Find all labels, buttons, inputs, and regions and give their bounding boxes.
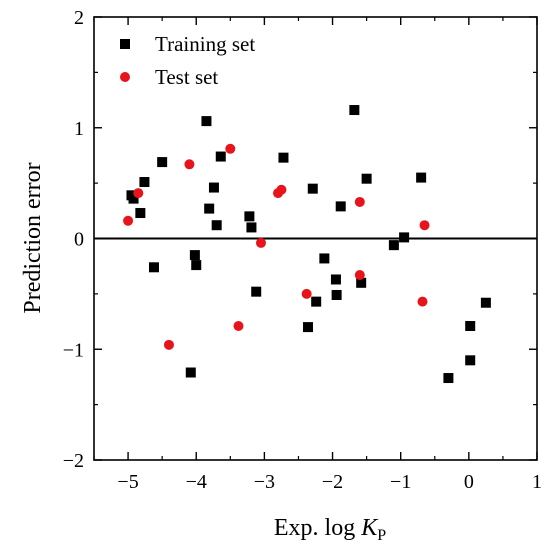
point-training-set <box>388 240 399 251</box>
point-test-set <box>255 237 266 248</box>
point-training-set <box>135 208 146 219</box>
point-training-set <box>480 297 491 308</box>
point-training-set <box>356 277 367 288</box>
point-training-set <box>330 274 341 285</box>
point-training-set <box>189 250 200 261</box>
point-training-set <box>139 177 150 188</box>
x-tick-label: −2 <box>322 471 343 493</box>
x-tick-label: 1 <box>532 471 542 493</box>
point-training-set <box>246 222 257 233</box>
x-tick-label: −1 <box>390 471 411 493</box>
point-training-set <box>443 373 454 384</box>
x-tick-label: −5 <box>117 471 138 493</box>
point-test-set <box>123 215 134 226</box>
point-training-set <box>128 193 139 204</box>
x-axis-label-subscript: P <box>377 527 386 544</box>
point-test-set <box>354 196 365 207</box>
point-training-set <box>416 172 427 183</box>
x-axis-label: Exp. log KP <box>274 515 386 544</box>
point-training-set <box>211 220 222 231</box>
tick-labels: −5 −4 −3 −2 −1 0 1 −2 −1 0 1 2 <box>63 7 542 493</box>
point-test-set <box>184 159 195 170</box>
y-tick-label: 0 <box>74 229 84 251</box>
y-tick-label: 1 <box>74 118 84 140</box>
legend-marker-training-set <box>120 39 130 49</box>
point-test-set <box>133 188 144 199</box>
point-test-set <box>301 288 312 299</box>
point-test-set <box>225 143 236 154</box>
point-training-set <box>215 151 226 162</box>
point-training-set <box>331 289 342 300</box>
x-axis-label-italic: K <box>360 515 379 541</box>
axis-ticks <box>93 16 538 461</box>
point-training-set <box>349 105 360 116</box>
point-test-set <box>417 296 428 307</box>
point-training-set <box>465 355 476 366</box>
point-training-set <box>311 296 322 307</box>
point-test-set <box>276 184 287 195</box>
point-test-set <box>163 339 174 350</box>
point-training-set <box>278 152 289 163</box>
legend-label-training-set: Training set <box>155 32 255 56</box>
point-training-set <box>251 286 262 297</box>
y-tick-label: 2 <box>74 7 84 29</box>
point-training-set <box>244 211 255 222</box>
legend-label-test-set: Test set <box>155 65 218 89</box>
point-training-set <box>335 201 346 212</box>
point-training-set <box>201 116 212 127</box>
y-axis-label: Prediction error <box>20 162 46 313</box>
data-points <box>123 105 491 384</box>
point-training-set <box>191 260 202 271</box>
point-training-set <box>185 367 196 378</box>
point-test-set <box>419 220 430 231</box>
point-training-set <box>307 183 318 194</box>
x-tick-label: −3 <box>254 471 275 493</box>
y-tick-label: −1 <box>63 339 84 361</box>
point-training-set <box>361 173 372 184</box>
legend: Training set Test set <box>120 32 255 89</box>
x-tick-label: −4 <box>186 471 207 493</box>
point-training-set <box>303 322 314 333</box>
legend-marker-test-set <box>120 72 130 82</box>
point-training-set <box>204 203 215 214</box>
point-training-set <box>465 320 476 331</box>
point-training-set <box>208 182 219 193</box>
point-test-set <box>233 320 244 331</box>
x-axis-label-prefix: Exp. log <box>274 515 361 541</box>
point-training-set <box>319 253 330 264</box>
point-training-set <box>148 262 159 273</box>
x-tick-label: 0 <box>464 471 474 493</box>
y-tick-label: −2 <box>63 450 84 472</box>
point-training-set <box>399 232 410 243</box>
point-test-set <box>354 270 365 281</box>
point-training-set <box>157 157 168 168</box>
